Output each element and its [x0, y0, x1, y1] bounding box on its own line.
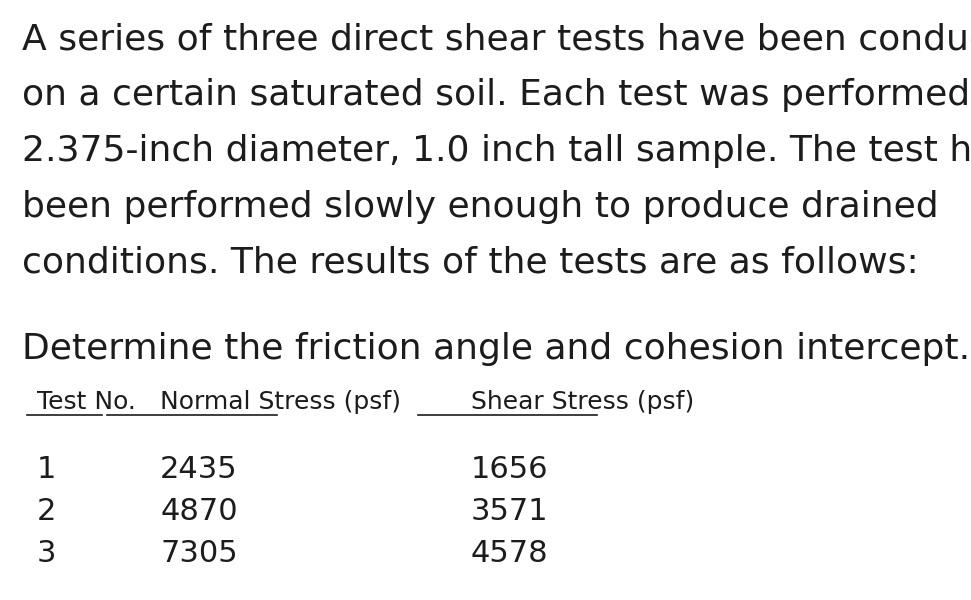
- Text: Test No.: Test No.: [37, 390, 136, 414]
- Text: 2435: 2435: [160, 455, 238, 484]
- Text: 3571: 3571: [471, 497, 549, 526]
- Text: Determine the friction angle and cohesion intercept.: Determine the friction angle and cohesio…: [22, 332, 970, 366]
- Text: 1656: 1656: [471, 455, 549, 484]
- Text: 1: 1: [37, 455, 56, 484]
- Text: 2: 2: [37, 497, 56, 526]
- Text: 7305: 7305: [160, 539, 238, 568]
- Text: 4578: 4578: [471, 539, 549, 568]
- Text: Shear Stress (psf): Shear Stress (psf): [471, 390, 694, 414]
- Text: conditions. The results of the tests are as follows:: conditions. The results of the tests are…: [22, 246, 919, 280]
- Text: A series of three direct shear tests have been conducted: A series of three direct shear tests hav…: [22, 22, 971, 56]
- Text: Normal Stress (psf): Normal Stress (psf): [160, 390, 401, 414]
- Text: 2.375-inch diameter, 1.0 inch tall sample. The test had: 2.375-inch diameter, 1.0 inch tall sampl…: [22, 134, 971, 168]
- Text: 4870: 4870: [160, 497, 238, 526]
- Text: on a certain saturated soil. Each test was performed on a: on a certain saturated soil. Each test w…: [22, 78, 971, 112]
- Text: been performed slowly enough to produce drained: been performed slowly enough to produce …: [22, 190, 939, 224]
- Text: 3: 3: [37, 539, 56, 568]
